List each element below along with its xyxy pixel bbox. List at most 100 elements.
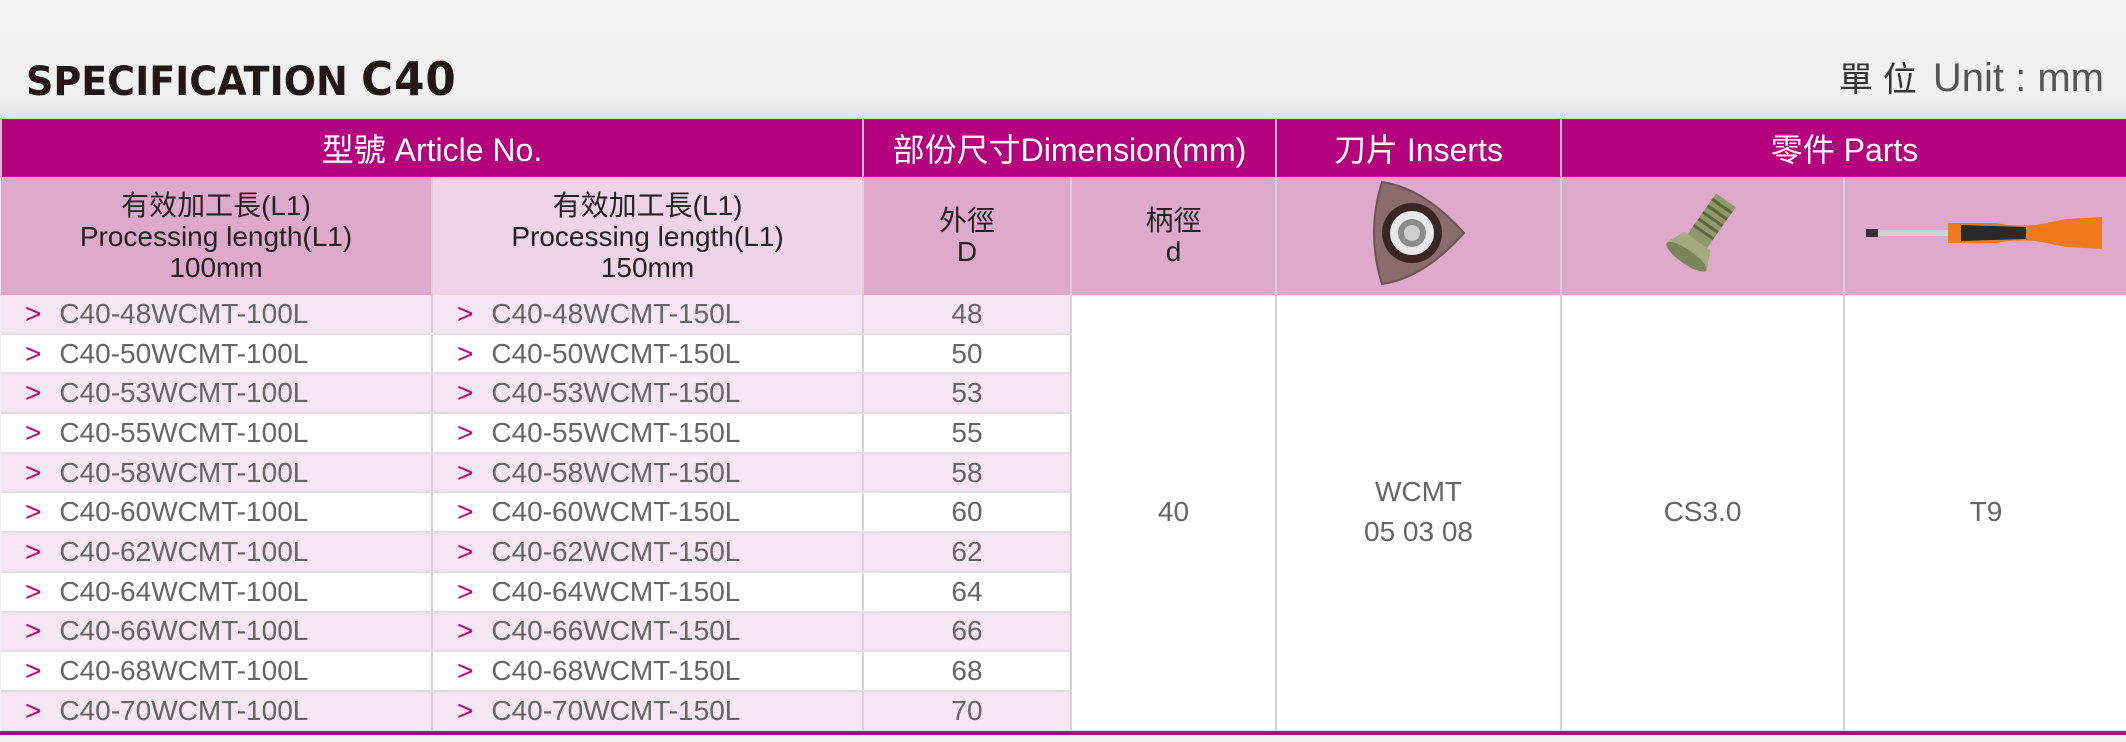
col2-cn: 有效加工長(L1) xyxy=(552,189,743,221)
article-150mm[interactable]: > C40-50WCMT-150L xyxy=(431,333,863,375)
article-100mm[interactable]: > C40-53WCMT-100L xyxy=(1,373,432,415)
article-code[interactable]: C40-66WCMT-100L xyxy=(59,615,309,647)
chevron-right-icon: > xyxy=(457,575,474,607)
article-code[interactable]: C40-68WCMT-100L xyxy=(59,655,309,687)
article-code[interactable]: C40-48WCMT-150L xyxy=(491,297,741,329)
article-code[interactable]: C40-50WCMT-100L xyxy=(59,337,309,369)
article-code[interactable]: C40-55WCMT-150L xyxy=(491,416,741,448)
article-150mm[interactable]: > C40-55WCMT-150L xyxy=(431,413,863,454)
unit-label: 單位 Unit : mm xyxy=(1839,52,2104,101)
col-150mm-header: 有效加工長(L1) Processing length(L1) 150mm xyxy=(431,177,863,295)
article-code[interactable]: C40-64WCMT-100L xyxy=(59,575,309,607)
article-100mm[interactable]: > C40-58WCMT-100L xyxy=(1,452,432,494)
title-prefix: SPECIFICATION xyxy=(26,59,348,105)
article-code[interactable]: C40-60WCMT-150L xyxy=(491,496,741,528)
article-code[interactable]: C40-58WCMT-150L xyxy=(491,456,741,488)
article-150mm[interactable]: > C40-58WCMT-150L xyxy=(431,452,863,494)
article-code[interactable]: C40-55WCMT-100L xyxy=(59,416,309,448)
outer-diameter: 50 xyxy=(862,333,1071,375)
chevron-right-icon: > xyxy=(25,456,42,488)
article-150mm[interactable]: > C40-62WCMT-150L xyxy=(431,532,863,573)
article-code[interactable]: C40-60WCMT-100L xyxy=(59,496,309,528)
chevron-right-icon: > xyxy=(25,535,42,567)
article-code[interactable]: C40-62WCMT-100L xyxy=(59,535,309,567)
article-100mm[interactable]: > C40-55WCMT-100L xyxy=(1,413,432,454)
col-100mm-header: 有效加工長(L1) Processing length(L1) 100mm xyxy=(1,177,432,295)
unit-cn: 單位 xyxy=(1838,61,1927,99)
article-code[interactable]: C40-62WCMT-150L xyxy=(491,535,741,567)
article-100mm[interactable]: > C40-64WCMT-100L xyxy=(1,571,432,613)
article-100mm[interactable]: > C40-68WCMT-100L xyxy=(1,651,432,692)
chevron-right-icon: > xyxy=(25,496,42,528)
screw-image xyxy=(1560,177,1844,295)
table-row: > C40-48WCMT-100L > C40-48WCMT-150L 48 40 W… xyxy=(1,295,2126,732)
col2-en: Processing length(L1) xyxy=(511,220,784,252)
col-D-header: 外徑 D xyxy=(862,177,1071,295)
insert-spec: WCMT 05 03 08 xyxy=(1275,295,1561,732)
article-100mm[interactable]: > C40-70WCMT-100L xyxy=(1,690,432,732)
article-150mm[interactable]: > C40-64WCMT-150L xyxy=(431,571,863,613)
col2-len: 150mm xyxy=(600,251,695,283)
table-row: > C40-50WCMT-100L > C40-50WCMT-150L 50 xyxy=(1,333,2126,375)
article-150mm[interactable]: > C40-70WCMT-150L xyxy=(431,690,863,732)
article-100mm[interactable]: > C40-60WCMT-100L xyxy=(1,492,432,534)
insert-icon xyxy=(1372,180,1465,286)
outer-diameter: 62 xyxy=(862,532,1071,573)
chevron-right-icon: > xyxy=(457,694,474,726)
chevron-right-icon: > xyxy=(25,297,42,329)
D-label: D xyxy=(956,236,978,267)
chevron-right-icon: > xyxy=(25,655,42,687)
article-code[interactable]: C40-70WCMT-150L xyxy=(491,694,741,726)
shank-diameter: 40 xyxy=(1070,295,1276,732)
D-cn: 外徑 xyxy=(938,205,995,236)
table-row: > C40-62WCMT-100L > C40-62WCMT-150L 62 xyxy=(1,532,2126,573)
d-cn: 柄徑 xyxy=(1145,205,1202,236)
chevron-right-icon: > xyxy=(25,337,42,369)
group-article: 型號 Article No. xyxy=(0,119,863,177)
table-row: > C40-55WCMT-100L > C40-55WCMT-150L 55 xyxy=(1,413,2126,454)
table-row: > C40-53WCMT-100L > C40-53WCMT-150L 53 xyxy=(1,373,2126,415)
outer-diameter: 58 xyxy=(862,452,1071,494)
article-code[interactable]: C40-66WCMT-150L xyxy=(491,615,741,647)
title-model: C40 xyxy=(361,52,457,106)
group-parts: 零件 Parts xyxy=(1560,119,2126,177)
article-100mm[interactable]: > C40-66WCMT-100L xyxy=(1,611,432,653)
chevron-right-icon: > xyxy=(457,615,474,647)
screwdriver-icon xyxy=(1866,217,2102,249)
bottom-rule xyxy=(0,731,2126,735)
group-dimension: 部份尺寸Dimension(mm) xyxy=(862,119,1276,177)
insert-image xyxy=(1275,177,1561,295)
article-100mm[interactable]: > C40-48WCMT-100L xyxy=(1,295,432,335)
article-code[interactable]: C40-68WCMT-150L xyxy=(491,655,741,687)
article-code[interactable]: C40-53WCMT-100L xyxy=(59,377,309,409)
chevron-right-icon: > xyxy=(25,615,42,647)
chevron-right-icon: > xyxy=(457,456,474,488)
article-150mm[interactable]: > C40-53WCMT-150L xyxy=(431,373,863,415)
col1-cn: 有效加工長(L1) xyxy=(121,189,311,221)
article-code[interactable]: C40-70WCMT-100L xyxy=(59,694,309,726)
spec-table: 型號 Article No. 部份尺寸Dimension(mm) 刀片 Inse… xyxy=(0,119,2126,732)
outer-diameter: 70 xyxy=(862,690,1071,732)
article-code[interactable]: C40-50WCMT-150L xyxy=(491,337,741,369)
table-row: > C40-66WCMT-100L > C40-66WCMT-150L 66 xyxy=(1,611,2126,653)
insert-size: 05 03 08 xyxy=(1364,516,1473,548)
chevron-right-icon: > xyxy=(25,694,42,726)
article-150mm[interactable]: > C40-66WCMT-150L xyxy=(431,611,863,653)
title-bar: SPECIFICATION C40 單位 Unit : mm xyxy=(0,0,2126,119)
chevron-right-icon: > xyxy=(457,297,474,329)
col1-en: Processing length(L1) xyxy=(79,220,353,252)
article-100mm[interactable]: > C40-50WCMT-100L xyxy=(1,333,432,375)
outer-diameter: 48 xyxy=(862,295,1071,335)
article-code[interactable]: C40-58WCMT-100L xyxy=(59,456,309,488)
article-100mm[interactable]: > C40-62WCMT-100L xyxy=(1,532,432,573)
article-code[interactable]: C40-64WCMT-150L xyxy=(491,575,741,607)
article-code[interactable]: C40-53WCMT-150L xyxy=(491,377,741,409)
chevron-right-icon: > xyxy=(457,377,474,409)
article-150mm[interactable]: > C40-68WCMT-150L xyxy=(431,651,863,692)
article-150mm[interactable]: > C40-48WCMT-150L xyxy=(431,295,863,335)
article-code[interactable]: C40-48WCMT-100L xyxy=(59,297,309,329)
outer-diameter: 60 xyxy=(862,492,1071,534)
table-row: > C40-60WCMT-100L > C40-60WCMT-150L 60 xyxy=(1,492,2126,534)
article-150mm[interactable]: > C40-60WCMT-150L xyxy=(431,492,863,534)
chevron-right-icon: > xyxy=(457,535,474,567)
